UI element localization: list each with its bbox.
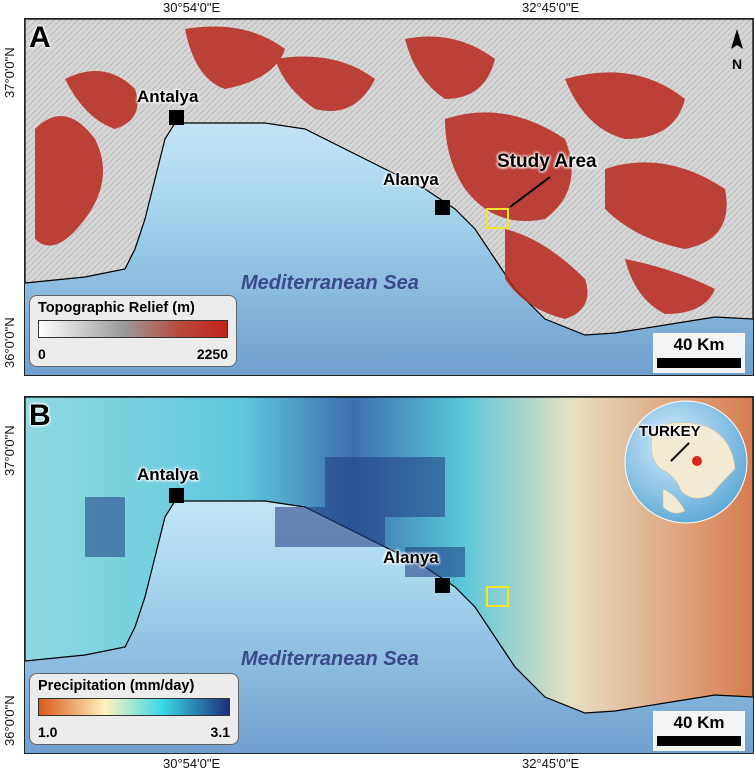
panel-a-lat-top: 37°0'0"N — [2, 47, 17, 98]
svg-text:N: N — [732, 56, 742, 72]
topography-legend-max: 2250 — [196, 346, 228, 362]
study-area-box-b — [486, 586, 509, 607]
city-alanya-marker — [435, 200, 450, 215]
bottom-lon-right: 32°45'0"E — [522, 756, 580, 771]
scale-bar-b: 40 Km — [653, 711, 745, 751]
study-area-box — [486, 208, 509, 229]
country-pointer-icon — [670, 442, 690, 462]
scale-bar-b-line — [657, 736, 741, 746]
study-area-pointer-icon — [509, 176, 551, 208]
city-antalya-marker-b — [169, 488, 184, 503]
panel-b-lat-bottom: 36°0'0"N — [2, 695, 17, 746]
panel-a-topography-map: A Antalya Alanya Study Area Mediterranea… — [24, 18, 754, 376]
precipitation-legend-bar — [38, 698, 230, 716]
sea-label-b: Mediterranean Sea — [241, 648, 419, 670]
topography-legend-title: Topographic Relief (m) — [38, 300, 195, 316]
panel-b-precipitation-map: B Antalya Alanya Mediterranean Sea TURKE… — [24, 396, 754, 754]
topography-legend: Topographic Relief (m) 0 2250 — [29, 295, 237, 367]
topography-legend-bar — [38, 320, 228, 338]
north-arrow-icon: N — [731, 29, 743, 72]
top-lon-left: 30°54'0"E — [163, 0, 221, 15]
city-alanya-label-b: Alanya — [383, 548, 439, 567]
panel-b-lat-top: 37°0'0"N — [2, 425, 17, 476]
city-antalya-label-b: Antalya — [137, 465, 199, 484]
precipitation-legend-title: Precipitation (mm/day) — [38, 678, 195, 694]
city-antalya-marker — [169, 110, 184, 125]
city-alanya-label: Alanya — [383, 170, 439, 189]
panel-a-label: A — [29, 21, 51, 54]
city-antalya-label: Antalya — [137, 87, 199, 106]
panel-a-lat-bottom: 36°0'0"N — [2, 317, 17, 368]
precipitation-legend-min: 1.0 — [38, 724, 58, 740]
bottom-lon-left: 30°54'0"E — [163, 756, 221, 771]
country-turkey-label: TURKEY — [639, 423, 701, 440]
scale-bar-a-label: 40 Km — [673, 335, 725, 354]
precipitation-legend: Precipitation (mm/day) 1.0 3.1 — [29, 673, 239, 745]
panel-b-label: B — [29, 399, 51, 432]
sea-label: Mediterranean Sea — [241, 272, 419, 294]
top-lon-right: 32°45'0"E — [522, 0, 580, 15]
topography-legend-min: 0 — [38, 346, 46, 362]
precipitation-legend-max: 3.1 — [210, 724, 230, 740]
scale-bar-a-line — [657, 358, 741, 368]
study-area-label: Study Area — [497, 151, 597, 172]
topography-map-canvas — [25, 19, 753, 375]
scale-bar-a: 40 Km — [653, 333, 745, 373]
globe-icon — [624, 400, 748, 524]
scale-bar-b-label: 40 Km — [673, 713, 725, 732]
city-alanya-marker-b — [435, 578, 450, 593]
